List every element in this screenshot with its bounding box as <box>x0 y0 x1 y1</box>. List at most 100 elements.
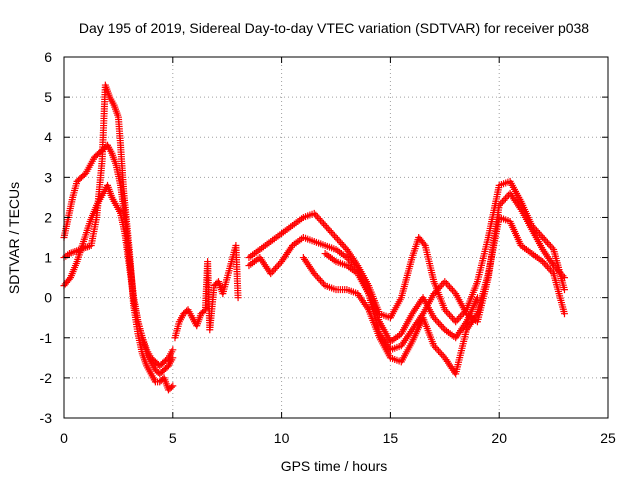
data-point <box>447 313 455 321</box>
data-point <box>452 318 460 326</box>
data-point <box>438 281 446 289</box>
y-tick-label: -1 <box>40 330 53 346</box>
y-tick-label: 2 <box>44 209 52 225</box>
data-point <box>456 313 464 321</box>
data-point <box>458 311 466 319</box>
data-point <box>545 264 553 272</box>
data-point <box>542 237 550 245</box>
data-point <box>539 234 547 241</box>
data-point <box>321 221 329 229</box>
x-tick-label: 0 <box>60 430 68 446</box>
data-point <box>442 307 450 315</box>
data-point <box>349 260 357 268</box>
series-track-g <box>321 250 481 346</box>
y-tick-label: 4 <box>44 129 52 145</box>
data-points <box>60 81 568 394</box>
data-point <box>433 286 441 294</box>
data-point <box>445 311 453 319</box>
data-point <box>312 211 320 219</box>
data-point <box>318 218 326 226</box>
data-point <box>542 261 550 269</box>
data-point <box>534 228 542 236</box>
x-tick-label: 20 <box>491 430 507 446</box>
data-point <box>445 283 453 291</box>
x-tick-labels: 0 5 10 15 20 25 <box>60 430 616 446</box>
data-point <box>433 317 441 325</box>
y-tick-label: 1 <box>44 250 52 266</box>
y-tick-label: 0 <box>44 290 52 306</box>
data-point <box>430 342 438 350</box>
data-point <box>341 244 349 252</box>
series-early-scatter <box>171 242 242 342</box>
data-point <box>274 261 282 269</box>
data-point <box>449 286 457 294</box>
chart-title: Day 195 of 2019, Sidereal Day-to-day VTE… <box>79 20 589 36</box>
data-point <box>557 270 565 278</box>
data-point <box>435 284 443 292</box>
data-point <box>330 232 338 240</box>
y-tick-label: -2 <box>40 370 53 386</box>
y-tick-labels: -3 -2 -1 0 1 2 3 4 5 6 <box>40 49 53 426</box>
data-point <box>438 350 446 358</box>
axis-ticks <box>63 56 609 419</box>
data-point <box>167 383 175 391</box>
data-point <box>449 314 457 322</box>
data-point <box>436 321 444 329</box>
data-point <box>169 346 177 354</box>
data-point <box>343 254 351 262</box>
grid-lines <box>64 57 608 418</box>
data-point <box>447 284 455 292</box>
data-point <box>315 275 323 283</box>
data-point <box>439 324 447 332</box>
data-point <box>327 228 335 236</box>
data-point <box>500 196 508 204</box>
data-point <box>316 276 324 284</box>
data-point <box>65 275 73 283</box>
data-point <box>431 344 439 352</box>
data-point <box>441 278 449 286</box>
data-point <box>310 209 318 217</box>
data-point <box>340 242 348 250</box>
data-point <box>267 270 275 278</box>
y-tick-label: 5 <box>44 89 52 105</box>
data-point <box>450 288 458 296</box>
data-point <box>310 270 318 278</box>
data-point <box>546 242 554 250</box>
data-point <box>169 354 177 362</box>
plot-frame <box>63 56 609 419</box>
data-point <box>548 244 556 252</box>
data-point <box>435 319 443 327</box>
x-tick-label: 15 <box>383 430 399 446</box>
data-point <box>444 309 452 317</box>
data-point <box>268 268 276 276</box>
data-point <box>560 310 568 318</box>
data-point <box>540 235 548 243</box>
data-point <box>273 263 281 271</box>
data-point <box>553 265 561 273</box>
data-point <box>436 283 444 291</box>
data-point <box>270 266 278 274</box>
data-point <box>442 279 450 287</box>
data-point <box>320 280 328 288</box>
data-point <box>438 322 446 330</box>
data-point <box>276 259 284 267</box>
data-point <box>551 263 559 271</box>
data-point <box>473 294 481 302</box>
data-point <box>316 216 324 224</box>
data-point <box>332 234 340 241</box>
data-point <box>455 314 463 322</box>
data-point <box>436 349 444 357</box>
data-point <box>430 290 438 298</box>
x-tick-label: 10 <box>274 430 290 446</box>
data-point <box>335 237 343 245</box>
data-point <box>169 382 177 390</box>
data-point <box>431 288 439 296</box>
data-point <box>433 345 441 353</box>
data-point <box>348 259 356 267</box>
data-point <box>498 198 506 206</box>
data-point <box>334 235 342 243</box>
data-point <box>344 255 352 263</box>
data-point <box>315 215 323 223</box>
